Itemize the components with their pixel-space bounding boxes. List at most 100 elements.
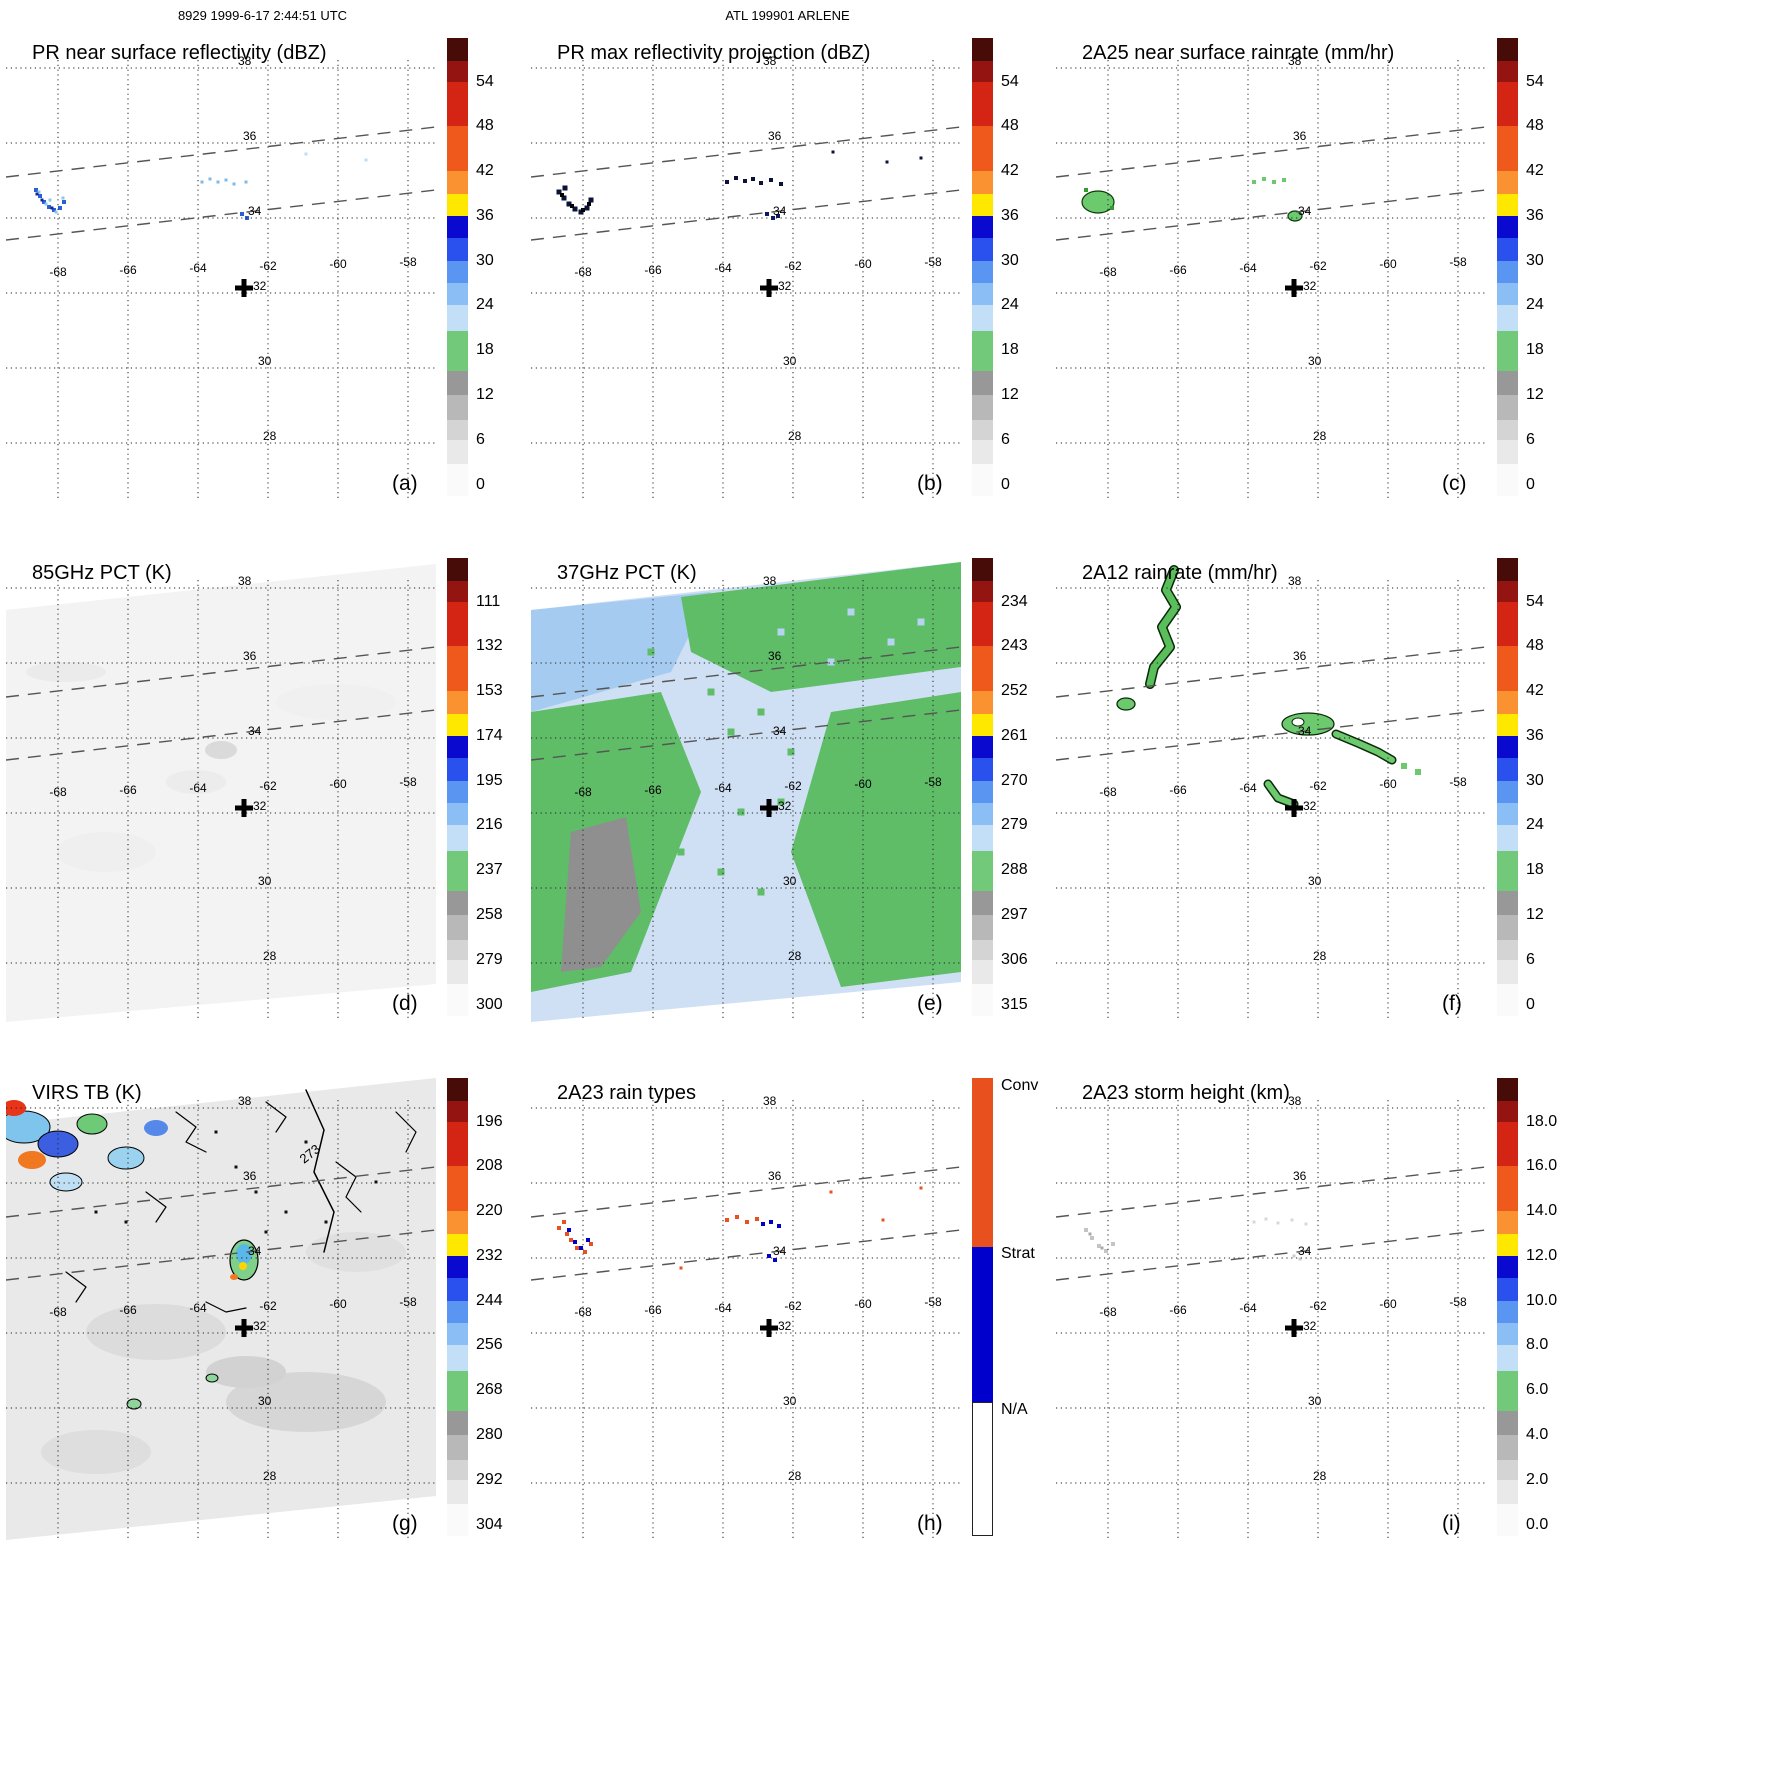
data-overlay — [6, 564, 436, 1022]
colorbar-segment — [972, 60, 993, 82]
lat-tick-label: 38 — [238, 1094, 252, 1108]
data-pixel — [829, 1190, 833, 1194]
lat-tick-label: 28 — [788, 949, 802, 963]
data-pixel — [847, 608, 855, 616]
storm-center-marker — [235, 279, 253, 297]
colorbar-segment — [972, 81, 993, 127]
lon-tick-label: -66 — [644, 783, 662, 797]
grid-lines — [1056, 60, 1486, 498]
colorbar-segment — [1497, 1460, 1518, 1480]
data-pixel — [570, 204, 574, 208]
data-pixel — [1282, 178, 1286, 182]
colorbar-tick-label: 18 — [1001, 341, 1019, 359]
data-pixel — [917, 618, 925, 626]
colorbar-tick-label: 6.0 — [1526, 1381, 1549, 1399]
lat-tick-label: 34 — [1298, 724, 1312, 738]
colorbar-segment — [972, 193, 993, 216]
colorbar-segment — [1497, 38, 1518, 61]
storm-center-marker — [760, 1319, 778, 1337]
colorbar-segment — [447, 713, 468, 736]
lon-tick-label: -64 — [1239, 1301, 1257, 1315]
colorbar — [447, 38, 468, 496]
data-pixel — [1290, 1218, 1294, 1222]
lat-tick-label: 34 — [1298, 1244, 1312, 1258]
storm-center-marker — [1285, 799, 1303, 817]
storm-center-marker — [1285, 1319, 1303, 1337]
lat-tick-label: 38 — [763, 54, 777, 68]
lon-tick-label: -60 — [854, 257, 872, 271]
lon-tick-label: -66 — [1169, 783, 1187, 797]
lon-tick-label: -60 — [1379, 257, 1397, 271]
colorbar-tick-label: 195 — [476, 771, 503, 789]
lon-tick-label: -68 — [574, 1305, 592, 1319]
data-pixel — [1401, 763, 1407, 769]
colorbar-segment — [1497, 1278, 1518, 1301]
colorbar-segment — [972, 580, 993, 602]
data-pixel — [771, 216, 775, 220]
grid-lines — [1056, 1100, 1486, 1538]
colorbar-segment — [1497, 959, 1518, 984]
data-pixel — [244, 180, 248, 184]
colorbar-segment — [447, 959, 468, 984]
colorbar-segment — [1497, 890, 1518, 916]
map-plot: 38 36 34 32 30 28 -68 -66 -64 -62 -60 -58 — [1056, 565, 1486, 1018]
lat-tick-label: 30 — [1308, 874, 1322, 888]
data-pixel — [1252, 1220, 1256, 1224]
data-pixel — [1084, 1228, 1088, 1232]
colorbar-segment — [972, 646, 993, 692]
colorbar-segment — [972, 331, 993, 371]
colorbar-segment — [972, 758, 993, 781]
data-pixel — [565, 1232, 569, 1236]
colorbar-segment — [1497, 940, 1518, 960]
lat-tick-label: 32 — [778, 1319, 792, 1333]
colorbar-segment — [972, 915, 993, 941]
data-pixel — [1090, 1236, 1094, 1240]
colorbar-segment — [972, 983, 993, 1016]
data-pixel — [887, 638, 895, 646]
colorbar-tick-label: 42 — [1526, 162, 1544, 180]
data-blob — [276, 684, 396, 720]
orbit-timestamp: 8929 1999-6-17 2:44:51 UTC — [177, 8, 348, 23]
lat-tick-label: 28 — [788, 1469, 802, 1483]
colorbar-segment — [1497, 1211, 1518, 1234]
data-pixel — [575, 1246, 579, 1250]
lon-tick-label: -66 — [644, 263, 662, 277]
colorbar-segment — [447, 1166, 468, 1212]
colorbar-segment — [447, 370, 468, 396]
lat-tick-label: 28 — [263, 949, 277, 963]
panel-title: 2A25 near surface rainrate (mm/hr) — [1082, 42, 1395, 64]
colorbar-segment — [447, 558, 468, 581]
colorbar-segment — [447, 646, 468, 692]
colorbar-tick-label: 174 — [476, 726, 503, 744]
colorbar-segment — [1497, 1371, 1518, 1411]
colorbar-tick-label: 42 — [476, 162, 494, 180]
colorbar-segment — [447, 803, 468, 826]
colorbar-segment — [1497, 1233, 1518, 1256]
panel-title: 2A12 rainrate (mm/hr) — [1082, 562, 1278, 584]
data-pixel — [847, 798, 855, 806]
colorbar-tick-label: 315 — [1001, 995, 1028, 1013]
data-pixel — [364, 158, 368, 162]
data-pixel — [769, 178, 773, 182]
data-pixel — [324, 1220, 328, 1224]
data-pixel — [776, 214, 780, 218]
lat-tick-label: 32 — [778, 799, 792, 813]
data-pixel — [1304, 1222, 1308, 1226]
lat-tick-label: 34 — [773, 724, 787, 738]
panel-letter: (g) — [392, 1512, 418, 1535]
colorbar-tick-label: 220 — [476, 1202, 503, 1220]
data-pixel — [240, 212, 244, 216]
lon-tick-label: -68 — [49, 265, 67, 279]
grid-lines — [531, 60, 961, 498]
data-pixel — [200, 180, 204, 184]
map-plot: 38 36 34 32 30 28 -68 -66 -64 -62 -60 -58 — [531, 562, 961, 1022]
colorbar-segment — [1497, 580, 1518, 602]
lat-tick-label: 30 — [258, 1394, 272, 1408]
lon-tick-label: -60 — [329, 257, 347, 271]
lat-tick-label: 30 — [258, 354, 272, 368]
colorbar-tick-label: 54 — [1001, 72, 1019, 90]
data-pixel — [556, 189, 562, 195]
data-pixel — [47, 205, 51, 209]
colorbar-segment — [1497, 60, 1518, 82]
data-pixel — [885, 160, 889, 164]
